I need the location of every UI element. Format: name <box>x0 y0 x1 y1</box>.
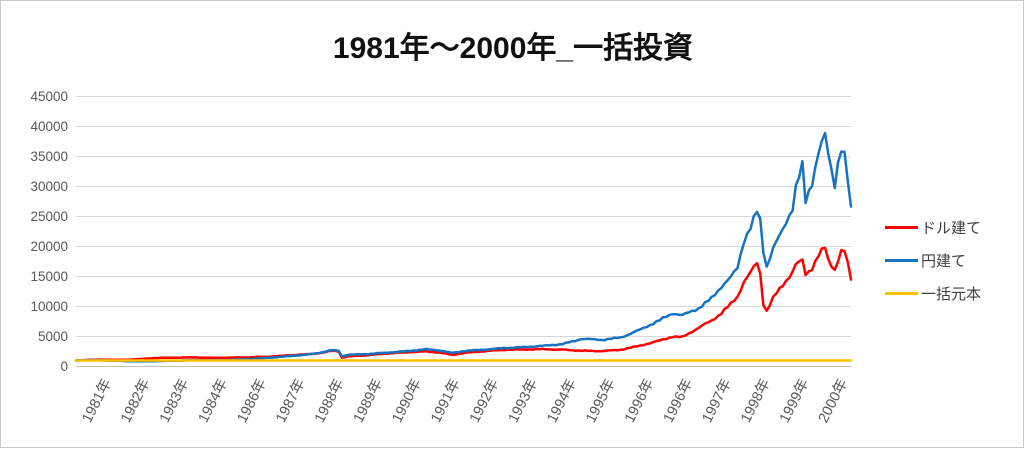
legend-swatch-dollar <box>885 226 918 229</box>
legend-swatch-principal <box>885 292 918 295</box>
legend-item-yen: 円建て <box>885 244 1023 277</box>
series-line-1 <box>74 131 853 363</box>
series-line-0 <box>74 246 853 362</box>
x-tick-label: 1986年 <box>234 376 270 425</box>
y-tick-label: 25000 <box>30 209 68 224</box>
x-tick-label: 1994年 <box>544 376 580 425</box>
legend-label-principal: 一括元本 <box>921 286 982 303</box>
y-tick-label: 40000 <box>30 119 68 134</box>
x-tick-label: 1988年 <box>311 376 347 425</box>
x-tick-label: 1982年 <box>117 376 153 425</box>
x-tick-label: 1983年 <box>156 376 192 425</box>
x-tick-label: 1996年 <box>621 376 657 425</box>
legend: ドル建て 円建て 一括元本 <box>885 211 1023 310</box>
x-tick-label: 1996年 <box>660 376 696 425</box>
y-tick-label: 30000 <box>30 179 68 194</box>
legend-label-yen: 円建て <box>921 253 967 270</box>
x-tick-label: 1984年 <box>195 376 231 425</box>
legend-label-dollar: ドル建て <box>921 220 982 237</box>
y-tick-label: 45000 <box>30 89 68 104</box>
x-tick-label: 1989年 <box>350 376 386 425</box>
x-tick-label: 1995年 <box>582 376 618 425</box>
x-tick-label: 1991年 <box>427 376 463 425</box>
x-tick-label: 1998年 <box>737 376 773 425</box>
x-tick-label: 1997年 <box>699 376 735 425</box>
y-tick-label: 20000 <box>30 239 68 254</box>
y-tick-label: 10000 <box>30 299 68 314</box>
x-tick-label: 1992年 <box>466 376 502 425</box>
x-tick-label: 1981年 <box>79 376 115 425</box>
legend-item-dollar: ドル建て <box>885 211 1023 244</box>
x-tick-label: 1993年 <box>505 376 541 425</box>
y-tick-label: 5000 <box>38 329 68 344</box>
x-tick-label: 1990年 <box>389 376 425 425</box>
legend-item-principal: 一括元本 <box>885 277 1023 310</box>
x-tick-label: 1999年 <box>776 376 812 425</box>
x-tick-label: 2000年 <box>815 376 851 425</box>
legend-swatch-yen <box>885 259 918 262</box>
x-tick-label: 1987年 <box>272 376 308 425</box>
y-tick-label: 15000 <box>30 269 68 284</box>
y-tick-label: 0 <box>60 359 68 374</box>
y-tick-label: 35000 <box>30 149 68 164</box>
chart-title: 1981年～2000年_一括投資 <box>332 32 694 65</box>
